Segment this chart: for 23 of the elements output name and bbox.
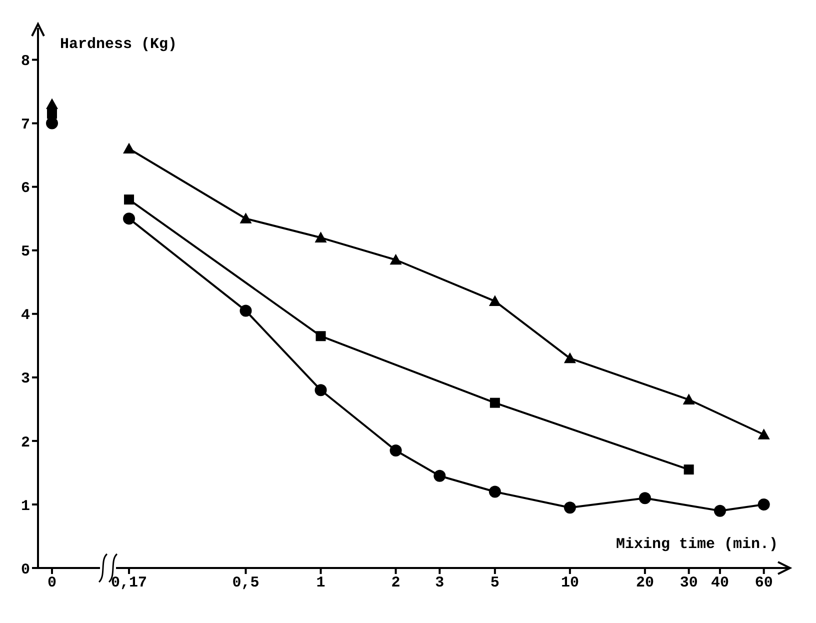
y-tick-label: 2 xyxy=(20,434,30,452)
x-tick-label: 1 xyxy=(316,574,326,592)
x-tick-label: 40 xyxy=(710,574,729,592)
x-tick-label: 0,17 xyxy=(111,574,148,592)
y-tick-label: 5 xyxy=(20,244,30,261)
y-tick-label: 8 xyxy=(20,53,30,70)
x-tick-label: 5 xyxy=(490,574,500,592)
x-tick-label: 60 xyxy=(754,574,773,592)
x-tick-label: 20 xyxy=(636,574,654,592)
y-axis-title: Hardness (Kg) xyxy=(60,36,178,53)
x-tick-label: 2 xyxy=(391,574,400,592)
x-tick-label: 30 xyxy=(680,574,698,592)
y-tick-label: 0 xyxy=(20,561,30,578)
x-axis-title: Mixing time (min.) xyxy=(616,536,778,553)
y-tick-label: 6 xyxy=(20,180,30,198)
x-tick-label: 0,5 xyxy=(232,574,260,592)
y-tick-label: 1 xyxy=(20,498,30,515)
y-tick-label: 4 xyxy=(20,307,30,324)
y-tick-label: 7 xyxy=(20,116,30,134)
x-tick-label: 3 xyxy=(435,574,444,592)
y-tick-label: 3 xyxy=(20,370,30,388)
x-tick-label: 10 xyxy=(560,574,579,592)
x-tick-label: 0 xyxy=(47,574,57,592)
